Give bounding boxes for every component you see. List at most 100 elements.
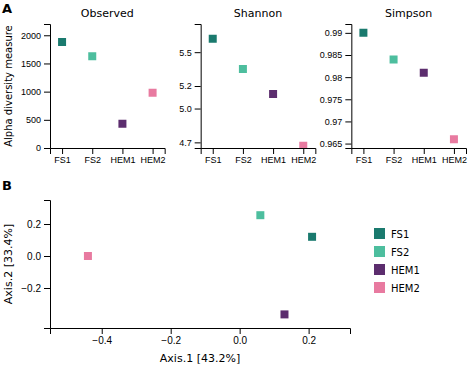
x-axis: −0.4−0.20.00.2 <box>51 328 351 346</box>
tick-label: 0.965 <box>320 139 343 149</box>
tick: 500 <box>26 115 50 125</box>
tick-mark <box>102 328 103 334</box>
tick: HEM1 <box>412 148 437 165</box>
tick: HEM2 <box>291 148 316 165</box>
tick-label: 0.985 <box>320 50 343 60</box>
point <box>209 35 217 43</box>
tick: 0.98 <box>325 73 352 83</box>
legend-item: HEM2 <box>374 282 420 294</box>
tick-mark <box>345 77 351 78</box>
tick-label: −0.4 <box>92 335 112 346</box>
tick: 1000 <box>21 87 50 97</box>
tick-label: FS2 <box>386 155 403 165</box>
tick-label: FS1 <box>356 155 373 165</box>
axis-line <box>345 25 352 149</box>
legend-label: HEM1 <box>391 265 420 276</box>
point <box>239 65 247 73</box>
y-axis: 4.7 5.0 5.2 5.5 <box>179 25 201 149</box>
tick-label: 0 <box>36 143 41 153</box>
point <box>256 211 264 219</box>
point <box>280 310 288 318</box>
point <box>84 252 92 260</box>
tick-mark <box>44 224 50 225</box>
axis-line <box>352 149 467 155</box>
plot-area <box>359 29 458 143</box>
tick-mark <box>195 109 201 110</box>
tick-label: 0.975 <box>320 95 343 105</box>
tick: 4.7 <box>179 138 201 148</box>
tick-mark <box>44 120 50 121</box>
y-axis: 0.9650.970.9750.980.9850.99 <box>320 25 352 149</box>
tick-mark <box>454 148 455 154</box>
tick: 2000 <box>21 31 50 41</box>
point <box>390 55 398 63</box>
tick-label: 4.7 <box>179 138 192 148</box>
point <box>149 89 157 97</box>
y-axis: −0.2 0.0 0.2 <box>21 201 50 329</box>
panel-label: B <box>2 178 12 193</box>
y-axis: 0 500 1000 1500 2000 <box>21 25 51 154</box>
tick-mark <box>44 63 50 64</box>
point <box>359 29 367 37</box>
tick: FS1 <box>356 148 373 165</box>
tick: 5.2 <box>179 81 201 91</box>
tick: 1500 <box>21 59 50 69</box>
tick-label: FS1 <box>54 155 71 165</box>
tick: 0.0 <box>27 251 50 262</box>
panel-label: A <box>2 1 12 16</box>
tick-mark <box>44 35 50 36</box>
axis-line <box>44 25 51 149</box>
panel-title: Observed <box>81 7 134 20</box>
tick-mark <box>345 144 351 145</box>
legend-label: FS1 <box>391 229 409 240</box>
tick: 0.975 <box>320 95 352 105</box>
axis-line <box>201 149 316 155</box>
tick: HEM1 <box>110 148 135 165</box>
tick: FS2 <box>84 148 101 165</box>
tick: 0.2 <box>302 328 316 346</box>
tick: 0.985 <box>320 50 352 60</box>
tick: −0.2 <box>161 328 181 346</box>
tick-label: 5.0 <box>179 104 192 114</box>
point <box>308 233 316 241</box>
tick: FS2 <box>386 148 403 165</box>
tick-label: −0.2 <box>161 335 181 346</box>
point <box>450 135 458 143</box>
tick: FS2 <box>235 148 252 165</box>
legend-swatch <box>374 282 385 293</box>
tick-mark <box>309 328 310 334</box>
tick-mark <box>62 148 63 154</box>
tick: 5.5 <box>179 48 201 58</box>
tick-mark <box>243 148 244 154</box>
tick-label: HEM1 <box>412 155 437 165</box>
tick-mark <box>92 148 93 154</box>
tick-label: HEM1 <box>261 155 286 165</box>
tick-label: 0.2 <box>27 219 41 230</box>
point <box>88 52 96 60</box>
point <box>420 69 428 77</box>
tick-mark <box>122 148 123 154</box>
tick-label: 5.2 <box>179 81 192 91</box>
tick-label: 0.0 <box>27 251 41 262</box>
tick-label: −0.2 <box>21 283 41 294</box>
tick: FS1 <box>205 148 222 165</box>
legend-label: HEM2 <box>391 283 420 294</box>
tick-mark <box>240 328 241 334</box>
tick-label: HEM2 <box>291 155 316 165</box>
tick-label: HEM2 <box>141 155 166 165</box>
axis-line <box>195 25 202 149</box>
x-axis: FS1 FS2 HEM1 HEM2 <box>352 148 467 165</box>
tick-label: FS1 <box>205 155 222 165</box>
tick: −0.2 <box>21 283 50 294</box>
axis-line <box>51 149 166 155</box>
tick: −0.4 <box>92 328 112 346</box>
tick: 0.965 <box>320 139 352 149</box>
tick-mark <box>44 288 50 289</box>
y-axis-title: Axis.2 [33.4%] <box>2 224 15 304</box>
tick-mark <box>44 92 50 93</box>
tick: HEM2 <box>442 148 467 165</box>
legend-swatch <box>374 246 385 257</box>
axis-line <box>51 329 351 335</box>
tick: 0.99 <box>325 28 352 38</box>
tick-mark <box>171 328 172 334</box>
